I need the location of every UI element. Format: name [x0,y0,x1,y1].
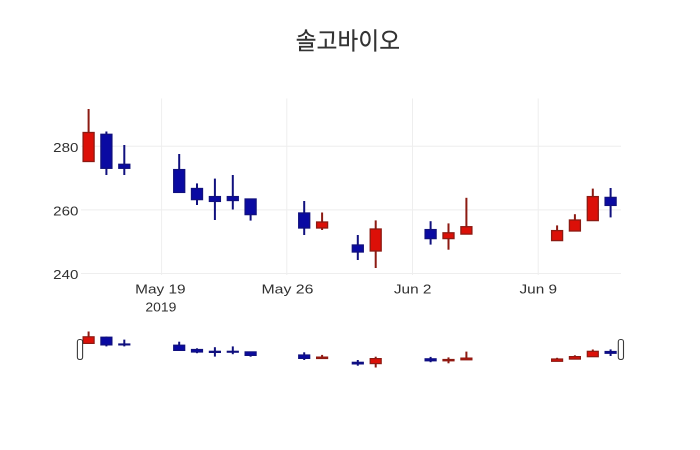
svg-text:260: 260 [53,203,78,218]
svg-text:Jun 9: Jun 9 [520,281,558,296]
svg-text:280: 280 [53,140,78,155]
svg-text:May 19: May 19 [135,281,185,296]
svg-text:240: 240 [53,267,78,282]
svg-text:2019: 2019 [145,299,176,314]
svg-text:Jun 2: Jun 2 [394,281,432,296]
svg-text:May 26: May 26 [262,281,314,296]
